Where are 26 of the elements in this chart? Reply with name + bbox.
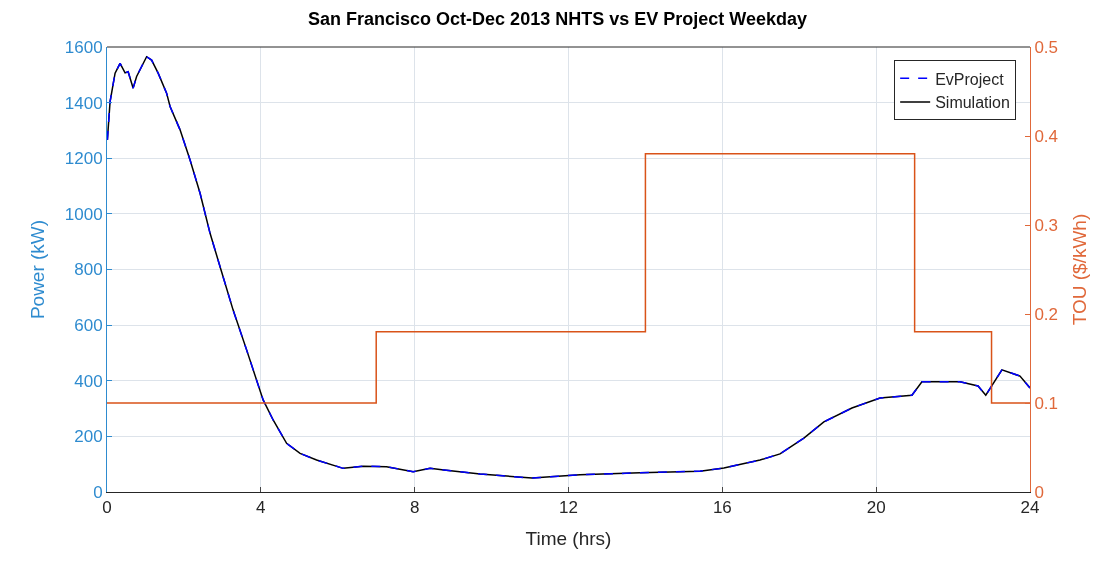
y-tick-label: 600 <box>74 316 103 336</box>
y-axis-title: Power (kW) <box>26 219 48 320</box>
y2-tick-label: 0.4 <box>1034 126 1059 146</box>
x-tick-label: 16 <box>712 498 732 518</box>
y-tick-label: 400 <box>74 371 103 391</box>
x-tick-label: 4 <box>256 498 266 518</box>
y-tick-label: 1000 <box>64 204 103 224</box>
y-tick-label: 1400 <box>64 93 103 113</box>
y2-axis-title: TOU ($/kWh) <box>1068 213 1090 326</box>
legend-label: Simulation <box>935 94 1010 112</box>
x-tick-label: 20 <box>866 498 886 518</box>
y-tick-label: 1200 <box>64 149 103 169</box>
x-axis-title: Time (hrs) <box>525 528 612 550</box>
line-series <box>107 55 1030 479</box>
y2-tick-label: 0.5 <box>1034 37 1059 57</box>
x-tick-label: 12 <box>559 498 578 518</box>
legend-label: EvProject <box>935 70 1005 88</box>
y-tick-label: 0 <box>93 482 103 502</box>
y2-tick-label: 0.2 <box>1034 304 1059 324</box>
y2-tick-label: 0.3 <box>1034 215 1059 235</box>
y-tick-label: 200 <box>74 427 103 447</box>
y-tick-label: 1600 <box>64 37 103 57</box>
y-tick-label: 800 <box>74 260 103 280</box>
chart-title: San Francisco Oct-Dec 2013 NHTS vs EV Project Weekday <box>308 8 807 29</box>
x-tick-label: 8 <box>409 498 420 518</box>
y2-tick-label: 0.1 <box>1034 393 1059 413</box>
